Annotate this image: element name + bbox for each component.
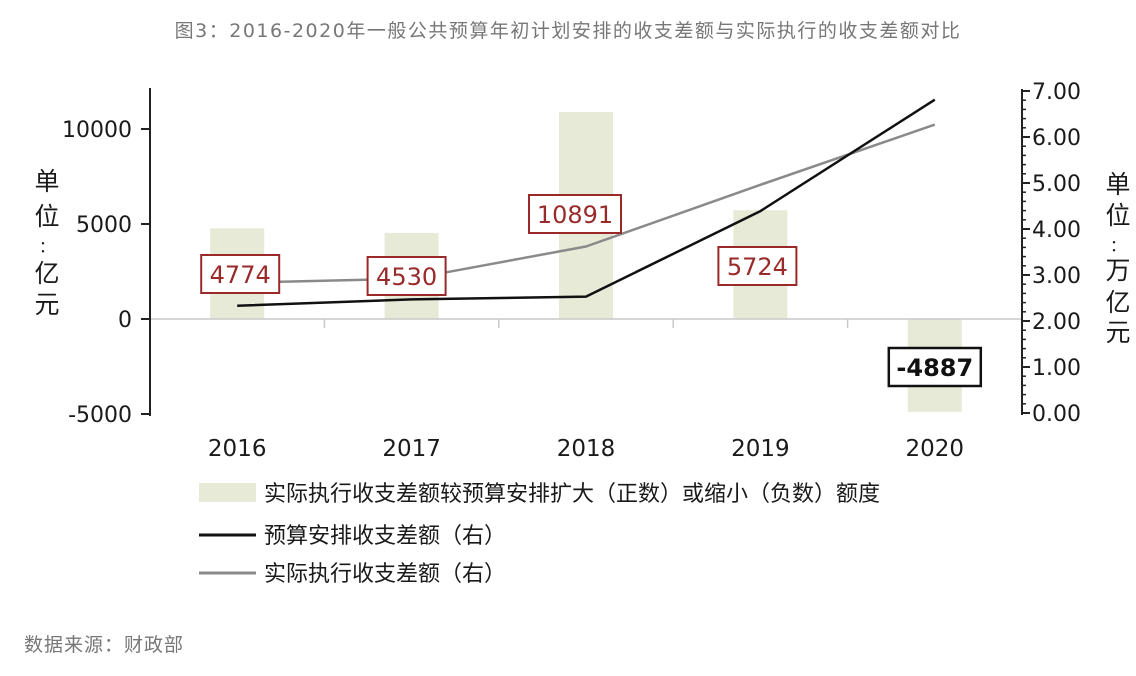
data-label-box <box>528 194 622 234</box>
left-tick-label: 0 <box>118 308 132 333</box>
category-label-2018: 2018 <box>557 436 616 462</box>
right-tick-label: 2.00 <box>1032 310 1081 335</box>
right-tick-label: 0.00 <box>1032 402 1081 427</box>
data-label-box <box>366 256 447 296</box>
data-label-2020: -4887 <box>896 354 973 382</box>
category-label-2019: 2019 <box>731 436 790 462</box>
data-labels-layer: 4774 4530 10891 5724 -4887 <box>200 194 983 388</box>
data-label-2016: 4774 <box>210 261 271 289</box>
category-label-2016: 2016 <box>208 436 267 462</box>
left-tick-label: 10000 <box>62 118 132 143</box>
data-label-2017: 4530 <box>376 263 437 291</box>
right-axis-label-char: 单 <box>1105 170 1130 199</box>
right-tick-label: 3.00 <box>1032 264 1081 289</box>
right-axis-label-char: ： <box>1110 236 1126 255</box>
left-axis-label-char: 亿 <box>34 259 59 288</box>
data-label-2019: 5724 <box>727 253 788 281</box>
left-axis-label-char: 元 <box>34 290 59 319</box>
line-实际执行收支差额（右） <box>237 123 936 285</box>
legend-swatch-bar <box>199 483 256 502</box>
left-axis-label-char: 位 <box>34 202 59 231</box>
right-tick-label: 6.00 <box>1032 126 1081 151</box>
data-label-2018: 10891 <box>537 201 613 229</box>
category-label-2020: 2020 <box>906 436 965 462</box>
line-预算安排收支差额（右） <box>237 98 936 308</box>
source-note: 数据来源：财政部 <box>24 634 185 656</box>
right-tick-label: 7.00 <box>1032 80 1081 105</box>
right-axis-label-char: 亿 <box>1105 288 1130 317</box>
chart-title: 图3：2016-2020年一般公共预算年初计划安排的收支差额与实际执行的收支差额… <box>174 20 962 42</box>
right-tick-label: 1.00 <box>1032 356 1081 381</box>
data-label-box <box>717 246 798 286</box>
axes-layer: 1000050000-5000单位：亿元7.006.005.004.003.00… <box>34 80 1130 462</box>
lines-layer <box>237 98 936 308</box>
category-label-2017: 2017 <box>382 436 441 462</box>
right-axis-label-char: 万 <box>1105 256 1130 285</box>
data-label-box <box>887 346 983 388</box>
data-label-box <box>200 254 281 294</box>
bars-layer <box>210 112 962 412</box>
right-axis-label-char: 元 <box>1105 318 1130 347</box>
left-axis-label-char: 单 <box>34 167 59 196</box>
legend-label: 实际执行收支差额（右） <box>264 562 506 587</box>
left-tick-label: 5000 <box>76 213 132 238</box>
right-axis-label-char: 位 <box>1105 201 1130 230</box>
legend-label: 实际执行收支差额较预算安排扩大（正数）或缩小（负数）额度 <box>264 482 880 507</box>
legend-label: 预算安排收支差额（右） <box>264 524 506 549</box>
right-tick-label: 5.00 <box>1032 172 1081 197</box>
right-tick-label: 4.00 <box>1032 218 1081 243</box>
left-tick-label: -5000 <box>68 403 132 428</box>
left-axis-label-char: ： <box>39 237 55 256</box>
